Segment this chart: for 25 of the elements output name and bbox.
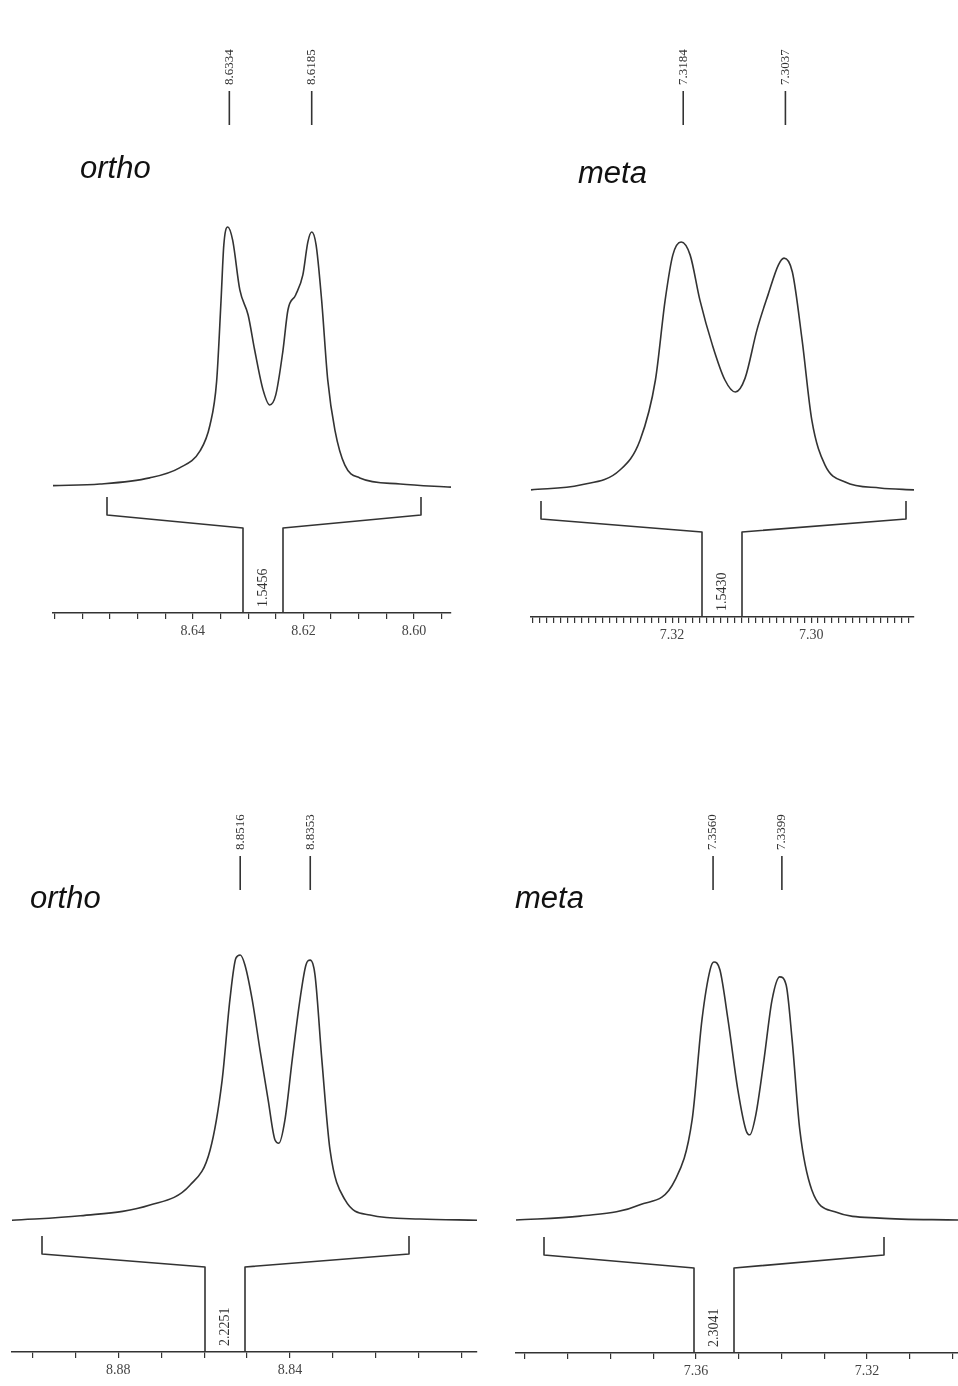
annotation: 8.6185 [303, 49, 319, 85]
x-tick-label: 8.64 [180, 623, 206, 639]
chart-title: meta [515, 880, 584, 916]
annotation: 1.5430 [713, 572, 729, 611]
annotation: 2.3041 [705, 1308, 721, 1347]
x-tick-label: 7.32 [659, 627, 685, 643]
x-tick-label: 8.84 [277, 1362, 303, 1378]
x-tick-label: 7.30 [798, 627, 824, 643]
annotation: 7.3560 [704, 814, 720, 850]
annotation: 8.6334 [220, 48, 236, 85]
chart-title: ortho [80, 150, 151, 186]
x-tick-label: 8.60 [401, 623, 427, 639]
annotation: 7.3399 [773, 814, 789, 850]
annotation: 1.5456 [254, 568, 270, 607]
x-tick-label: 8.88 [105, 1362, 131, 1378]
annotation: 8.8353 [301, 814, 317, 850]
annotation: 7.3184 [674, 48, 690, 85]
annotation: 8.8516 [231, 813, 247, 850]
x-tick-label: 7.32 [854, 1363, 880, 1379]
annotation: 2.2251 [216, 1307, 232, 1346]
x-tick-label: 8.62 [291, 623, 316, 639]
chart-title: meta [578, 155, 647, 191]
chart-title: ortho [30, 880, 101, 916]
x-tick-label: 7.36 [683, 1363, 709, 1379]
annotation: 7.3037 [776, 48, 792, 85]
